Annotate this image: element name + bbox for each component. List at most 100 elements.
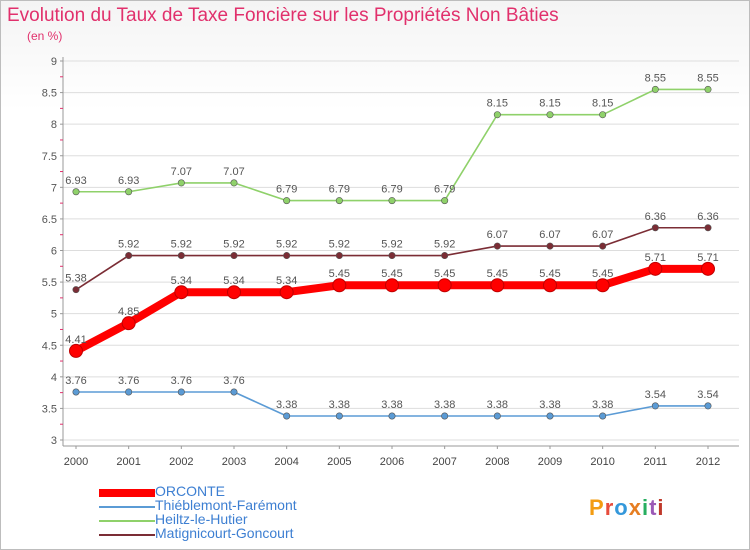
data-label: 5.38 bbox=[65, 273, 86, 285]
data-point bbox=[441, 412, 449, 420]
legend-swatch bbox=[99, 534, 155, 536]
legend-label: Thiéblemont-Farémont bbox=[155, 497, 297, 513]
x-tick-label: 2003 bbox=[222, 456, 246, 468]
data-label: 3.38 bbox=[276, 399, 297, 411]
data-label: 3.38 bbox=[487, 399, 508, 411]
data-label: 5.92 bbox=[276, 239, 297, 251]
data-label: 6.07 bbox=[539, 229, 560, 241]
data-label: 5.45 bbox=[381, 268, 402, 280]
data-point bbox=[72, 388, 80, 396]
data-point bbox=[546, 111, 554, 119]
data-label: 8.15 bbox=[592, 98, 613, 110]
data-label: 6.79 bbox=[276, 184, 297, 196]
data-label: 3.76 bbox=[171, 375, 192, 387]
data-point bbox=[651, 402, 659, 410]
data-point bbox=[704, 85, 712, 93]
y-tick-label: 8.5 bbox=[42, 88, 57, 100]
data-label: 5.92 bbox=[329, 239, 350, 251]
data-label: 4.85 bbox=[118, 306, 139, 318]
x-tick-label: 2011 bbox=[644, 456, 668, 468]
data-label: 6.79 bbox=[381, 184, 402, 196]
data-point bbox=[490, 278, 505, 293]
data-label: 5.34 bbox=[276, 275, 297, 287]
data-point bbox=[543, 278, 557, 293]
data-label: 5.45 bbox=[434, 268, 455, 280]
data-point bbox=[599, 242, 607, 250]
data-point bbox=[283, 252, 291, 260]
data-point bbox=[72, 188, 80, 196]
data-label: 5.92 bbox=[171, 239, 192, 251]
data-label: 3.76 bbox=[118, 375, 139, 387]
legend-swatch bbox=[99, 506, 155, 508]
data-label: 5.34 bbox=[171, 275, 192, 287]
legend-label: Matignicourt-Goncourt bbox=[155, 525, 294, 541]
data-label: 6.79 bbox=[434, 184, 455, 196]
data-label: 8.55 bbox=[697, 72, 718, 84]
data-point bbox=[493, 242, 501, 250]
x-tick-label: 2002 bbox=[169, 456, 193, 468]
data-point bbox=[385, 278, 399, 293]
legend-label: ORCONTE bbox=[155, 483, 225, 499]
data-label: 5.92 bbox=[118, 239, 139, 251]
data-label: 3.54 bbox=[645, 389, 666, 401]
data-point bbox=[177, 388, 185, 396]
data-label: 5.71 bbox=[645, 252, 666, 264]
legend-label: Heiltz-le-Hutier bbox=[155, 511, 248, 527]
data-point bbox=[125, 252, 133, 260]
data-point bbox=[388, 197, 396, 205]
data-point bbox=[230, 179, 238, 187]
data-point bbox=[595, 278, 610, 293]
y-tick-label: 5.5 bbox=[42, 277, 57, 289]
data-label: 6.07 bbox=[487, 229, 508, 241]
x-tick-label: 2008 bbox=[485, 456, 509, 468]
data-point bbox=[437, 278, 452, 293]
x-tick-label: 2009 bbox=[538, 456, 562, 468]
data-point bbox=[121, 316, 136, 331]
data-point bbox=[69, 343, 83, 358]
y-tick-label: 5 bbox=[51, 309, 57, 321]
data-point bbox=[283, 197, 291, 205]
legend-swatch bbox=[99, 489, 155, 497]
data-label: 6.36 bbox=[697, 211, 718, 223]
y-tick-label: 6.5 bbox=[42, 214, 57, 226]
data-point bbox=[648, 261, 663, 276]
proxiti-logo: Proxiti bbox=[589, 495, 665, 520]
data-label: 8.15 bbox=[539, 98, 560, 110]
data-label: 8.15 bbox=[487, 98, 508, 110]
data-point bbox=[230, 252, 238, 260]
data-point bbox=[493, 412, 501, 420]
data-point bbox=[125, 188, 133, 196]
data-label: 3.54 bbox=[697, 389, 718, 401]
data-point bbox=[279, 285, 294, 300]
data-label: 6.36 bbox=[645, 211, 666, 223]
data-label: 4.41 bbox=[65, 334, 86, 346]
data-point bbox=[651, 85, 659, 93]
data-label: 5.45 bbox=[539, 268, 560, 280]
y-tick-label: 9 bbox=[51, 56, 57, 68]
legend-swatch bbox=[99, 520, 155, 522]
data-point bbox=[651, 224, 659, 232]
data-label: 6.93 bbox=[65, 175, 86, 187]
data-label: 6.79 bbox=[329, 184, 350, 196]
data-label: 3.38 bbox=[434, 399, 455, 411]
y-tick-label: 3.5 bbox=[42, 403, 57, 415]
data-point bbox=[332, 278, 347, 293]
data-point bbox=[599, 412, 607, 420]
data-point bbox=[546, 242, 554, 250]
y-tick-label: 7.5 bbox=[42, 151, 57, 163]
data-point bbox=[701, 261, 715, 276]
data-point bbox=[441, 252, 449, 260]
data-label: 7.07 bbox=[171, 166, 192, 178]
data-point bbox=[388, 412, 396, 420]
data-label: 6.93 bbox=[118, 175, 139, 187]
x-tick-label: 2006 bbox=[380, 456, 404, 468]
data-label: 5.92 bbox=[434, 239, 455, 251]
y-tick-label: 3 bbox=[51, 435, 57, 447]
y-tick-label: 4 bbox=[51, 372, 57, 384]
data-point bbox=[335, 412, 343, 420]
x-tick-label: 2000 bbox=[64, 456, 88, 468]
data-point bbox=[227, 285, 241, 300]
data-point bbox=[335, 252, 343, 260]
data-point bbox=[441, 197, 449, 205]
x-tick-label: 2004 bbox=[274, 456, 298, 468]
